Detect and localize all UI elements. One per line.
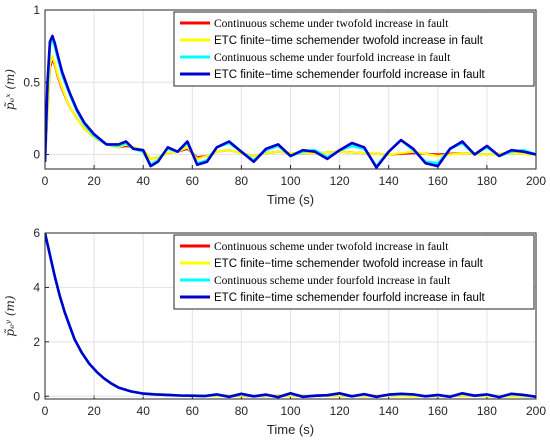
x-tick-label: 80 xyxy=(235,174,249,188)
series-line-4 xyxy=(45,34,536,169)
x-tick-label: 0 xyxy=(42,404,49,418)
x-tick-label: 140 xyxy=(379,174,399,188)
top-legend: Continuous scheme under twofold increase… xyxy=(173,11,535,87)
x-tick-label: 120 xyxy=(330,174,350,188)
x-tick-label: 20 xyxy=(87,404,101,418)
y-tick-label: 0.5 xyxy=(23,75,40,89)
y-tick-label: 6 xyxy=(33,226,40,240)
legend-box xyxy=(173,11,535,87)
x-tick-label: 200 xyxy=(526,404,546,418)
x-tick-label: 40 xyxy=(137,404,151,418)
legend-entry-3: Continuous scheme under fourfold increas… xyxy=(214,52,451,64)
x-tick-label: 20 xyxy=(87,174,101,188)
bottom-y-axis-label: p̃ₑʸ (m) xyxy=(3,295,17,336)
legend-entry-3: Continuous scheme under fourfold increas… xyxy=(214,275,451,287)
y-tick-label: 0 xyxy=(33,389,40,403)
legend-entry-1: Continuous scheme under twofold increase… xyxy=(214,18,449,30)
series-line-4 xyxy=(45,233,536,399)
x-tick-label: 200 xyxy=(526,174,546,188)
y-tick-label: 0 xyxy=(33,148,40,162)
top-series-lines xyxy=(45,34,536,169)
x-tick-label: 160 xyxy=(428,404,448,418)
top-y-tick-labels: 00.51 xyxy=(23,3,40,162)
x-tick-label: 140 xyxy=(379,404,399,418)
x-tick-label: 40 xyxy=(137,174,151,188)
x-tick-label: 180 xyxy=(477,404,497,418)
top-chart: 0 20 40 60 80 100 120 140 160 180 200 00.51 Time (… xyxy=(3,3,546,207)
top-x-tick-labels: 0 20 40 60 80 100 120 140 160 180 200 xyxy=(42,174,547,188)
bottom-series-lines xyxy=(45,233,536,399)
x-tick-label: 100 xyxy=(280,404,300,418)
y-tick-label: 2 xyxy=(33,335,40,349)
top-plot-frame xyxy=(44,9,537,170)
x-tick-label: 180 xyxy=(477,174,497,188)
bottom-legend: Continuous scheme under twofold increase… xyxy=(173,234,535,310)
x-tick-label: 80 xyxy=(235,404,249,418)
x-tick-label: 0 xyxy=(42,174,49,188)
x-tick-label: 120 xyxy=(330,404,350,418)
top-y-axis-label: p̃ₑˣ (m) xyxy=(3,69,17,110)
bottom-plot-frame xyxy=(44,232,537,400)
legend-box xyxy=(173,234,535,310)
x-tick-label: 100 xyxy=(280,174,300,188)
legend-entry-4: ETC finite−time schemender fourfold incr… xyxy=(214,292,486,304)
legend-entry-1: Continuous scheme under twofold increase… xyxy=(214,241,449,253)
bottom-x-axis-label: Time (s) xyxy=(267,422,314,437)
legend-entry-2: ETC finite−time schemender twofold incre… xyxy=(214,35,484,47)
y-tick-label: 4 xyxy=(33,280,40,294)
series-line-2 xyxy=(45,55,536,162)
legend-entry-4: ETC finite−time schemender fourfold incr… xyxy=(214,69,486,81)
x-tick-label: 60 xyxy=(186,404,200,418)
bottom-x-tick-labels: 0 20 40 60 80 100 120 140 160 180 200 xyxy=(42,404,547,418)
y-tick-label: 1 xyxy=(33,3,40,17)
legend-entry-2: ETC finite−time schemender twofold incre… xyxy=(214,258,484,270)
bottom-chart: 0 20 40 60 80 100 120 140 160 180 200 0 2 4 6 Time (s… xyxy=(3,226,546,437)
bottom-y-tick-labels: 0 2 4 6 xyxy=(33,226,40,403)
top-x-axis-label: Time (s) xyxy=(267,192,314,207)
x-tick-label: 60 xyxy=(186,174,200,188)
x-tick-label: 160 xyxy=(428,174,448,188)
